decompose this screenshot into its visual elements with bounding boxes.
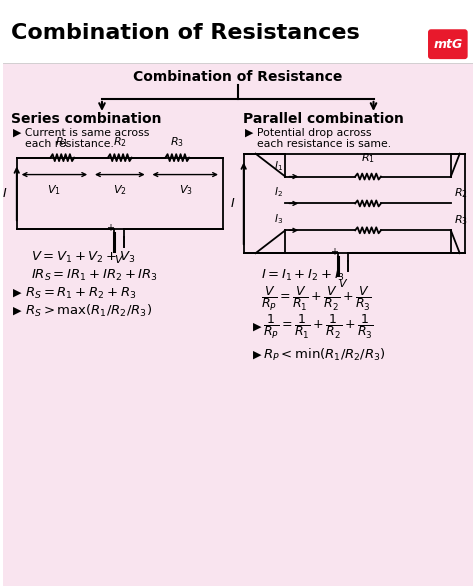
Text: Parallel combination: Parallel combination [243,112,403,126]
Text: $R_1$: $R_1$ [361,151,375,164]
Text: $I_3$: $I_3$ [274,212,283,227]
Text: $R_2$: $R_2$ [454,187,468,200]
Text: $R_1$: $R_1$ [55,135,69,149]
Text: $R_S = R_1 + R_2 + R_3$: $R_S = R_1 + R_2 + R_3$ [25,285,136,301]
Text: Series combination: Series combination [11,112,161,126]
Text: each resistance.: each resistance. [25,139,114,149]
Text: Combination of Resistance: Combination of Resistance [133,70,342,84]
Text: ▶ Current is same across: ▶ Current is same across [13,128,149,138]
Text: $IR_S = IR_1 + IR_2 + IR_3$: $IR_S = IR_1 + IR_2 + IR_3$ [31,268,158,282]
Text: $R_P < \mathrm{min}(R_1 / R_2 / R_3)$: $R_P < \mathrm{min}(R_1 / R_2 / R_3)$ [263,347,385,363]
Text: $I_1$: $I_1$ [274,158,283,173]
Text: $V_1$: $V_1$ [47,184,61,197]
Text: $V$: $V$ [338,277,348,289]
Text: $R_2$: $R_2$ [113,135,127,149]
Text: $V = V_1 + V_2 + V_3$: $V = V_1 + V_2 + V_3$ [31,249,135,265]
Text: ▶: ▶ [253,322,261,332]
Text: mtG: mtG [433,38,463,50]
Bar [3,1,473,63]
Text: ▶ Potential drop across: ▶ Potential drop across [245,128,371,138]
Text: ▶: ▶ [13,306,21,316]
Text: $V_3$: $V_3$ [179,184,192,197]
Text: ▶: ▶ [253,350,261,360]
Text: Combination of Resistances: Combination of Resistances [11,23,360,43]
Text: $I = I_1 + I_2 + I_3$: $I = I_1 + I_2 + I_3$ [261,268,345,282]
Text: $I$: $I$ [230,197,236,210]
Text: $R_3$: $R_3$ [454,214,468,227]
Text: $V_2$: $V_2$ [113,184,127,197]
Text: +: + [330,247,338,257]
Text: $\dfrac{1}{R_P} = \dfrac{1}{R_1} + \dfrac{1}{R_2} + \dfrac{1}{R_3}$: $\dfrac{1}{R_P} = \dfrac{1}{R_1} + \dfra… [263,313,374,341]
FancyBboxPatch shape [428,29,468,59]
Text: $I_2$: $I_2$ [274,185,283,200]
Text: $V$: $V$ [114,253,124,265]
Text: ▶: ▶ [13,288,21,298]
Text: $I$: $I$ [2,187,8,200]
Text: $\dfrac{V}{R_P} = \dfrac{V}{R_1} + \dfrac{V}{R_2} + \dfrac{V}{R_3}$: $\dfrac{V}{R_P} = \dfrac{V}{R_1} + \dfra… [261,285,371,313]
Bar [3,63,473,586]
Text: $R_3$: $R_3$ [170,135,184,149]
Text: $R_S > \mathrm{max}(R_1 / R_2 / R_3)$: $R_S > \mathrm{max}(R_1 / R_2 / R_3)$ [25,303,152,319]
Text: +: + [106,223,114,233]
Text: each resistance is same.: each resistance is same. [256,139,391,149]
